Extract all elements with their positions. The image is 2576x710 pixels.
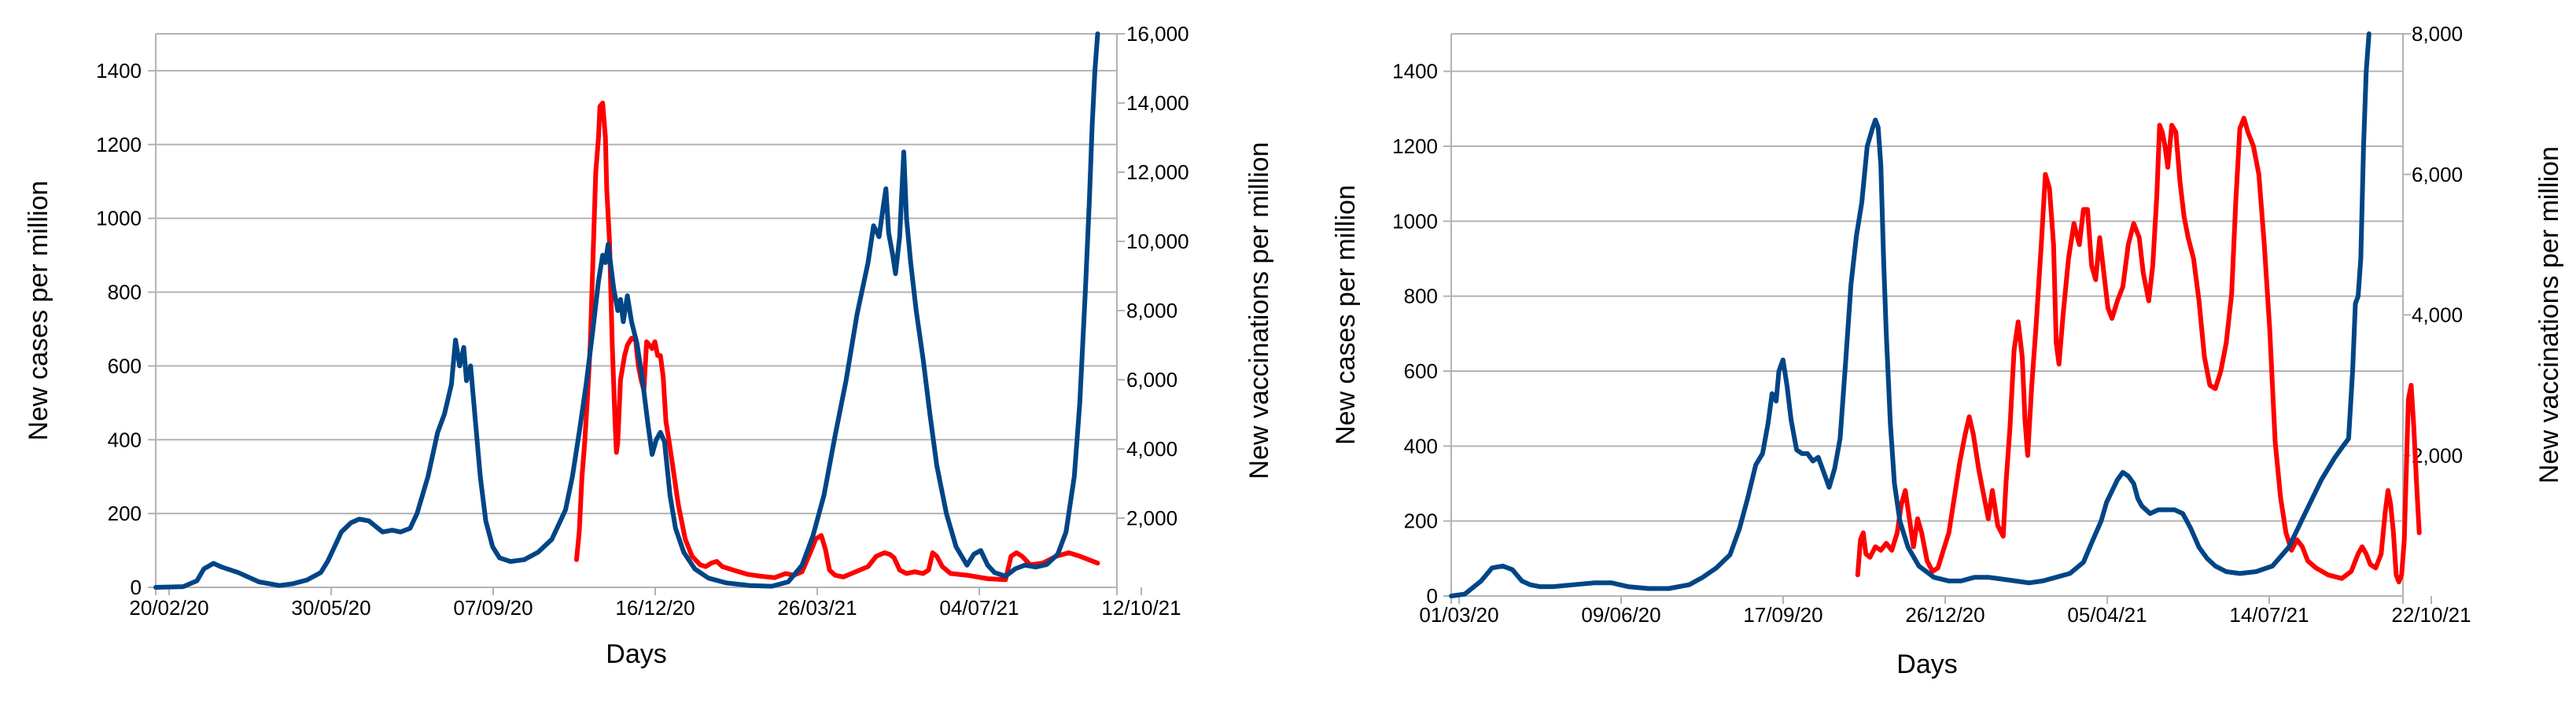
y2-tick-label: 8,000 xyxy=(1126,299,1177,322)
y-tick-label: 600 xyxy=(1404,359,1438,383)
y-tick-label: 1200 xyxy=(1392,134,1438,158)
y2-tick-label: 6,000 xyxy=(1126,368,1177,392)
y2-axis-title: New vaccinations per million xyxy=(2534,146,2564,484)
y-tick-label: 400 xyxy=(1404,434,1438,458)
x-tick-label: 12/10/21 xyxy=(1101,596,1181,620)
x-tick-label: 05/04/21 xyxy=(2067,603,2147,627)
x-tick-label: 26/12/20 xyxy=(1905,603,1985,627)
x-tick-label: 26/03/21 xyxy=(777,596,857,620)
x-axis-title: Days xyxy=(606,639,666,669)
x-tick-label: 07/09/20 xyxy=(453,596,533,620)
x-tick-label: 22/10/21 xyxy=(2391,603,2471,627)
y-tick-label: 1000 xyxy=(96,207,142,230)
y2-tick-label: 4,000 xyxy=(2412,303,2463,327)
vaccinations-line xyxy=(1855,116,2422,585)
y2-axis-title: New vaccinations per million xyxy=(1244,142,1274,480)
y2-tick-label: 12,000 xyxy=(1126,160,1189,184)
y2-tick-label: 16,000 xyxy=(1126,22,1189,46)
vaccinations-line xyxy=(574,101,1100,583)
y-tick-label: 800 xyxy=(108,281,142,304)
y2-tick-label: 10,000 xyxy=(1126,230,1189,253)
y-tick-label: 600 xyxy=(108,354,142,377)
y-tick-label: 0 xyxy=(131,576,142,599)
y-tick-label: 1000 xyxy=(1392,209,1438,233)
y-tick-label: 1400 xyxy=(96,59,142,83)
chart-left: 0 200 400 600 800 1000 1200 1400 2,000 4,000 6,000… xyxy=(24,22,1274,669)
y2-tick-label: 8,000 xyxy=(2412,22,2463,46)
cases-line xyxy=(1449,31,2371,598)
y-tick-label: 200 xyxy=(1404,510,1438,533)
y-tick-label: 0 xyxy=(1427,584,1438,608)
x-tick-label: 04/07/21 xyxy=(939,596,1019,620)
x-tick-label: 16/12/20 xyxy=(615,596,695,620)
y2-tick-label: 4,000 xyxy=(1126,437,1177,461)
x-tick-label: 30/05/20 xyxy=(291,596,370,620)
cases-line xyxy=(153,31,1100,590)
x-axis-title: Days xyxy=(1896,649,1957,679)
y2-tick-label: 2,000 xyxy=(2412,443,2463,467)
y2-tick-label: 6,000 xyxy=(2412,163,2463,186)
x-tick-label: 01/03/20 xyxy=(1419,603,1498,627)
y2-tick-label: 14,000 xyxy=(1126,91,1189,115)
x-tick-label: 17/09/20 xyxy=(1743,603,1822,627)
x-tick-label: 20/02/20 xyxy=(129,596,208,620)
y-tick-label: 1400 xyxy=(1392,60,1438,83)
y2-tick-label: 2,000 xyxy=(1126,506,1177,530)
x-tick-label: 14/07/21 xyxy=(2229,603,2309,627)
y-axis-title: New cases per million xyxy=(24,181,53,441)
x-tick-label: 09/06/20 xyxy=(1581,603,1660,627)
chart-right: 0 200 400 600 800 1000 1200 1400 2,000 4,000 6,000… xyxy=(1331,22,2564,679)
y-axis-title: New cases per million xyxy=(1331,185,1361,445)
y-tick-label: 1200 xyxy=(96,133,142,156)
y-tick-label: 200 xyxy=(108,502,142,525)
y-tick-label: 800 xyxy=(1404,285,1438,308)
y-tick-label: 400 xyxy=(108,428,142,451)
